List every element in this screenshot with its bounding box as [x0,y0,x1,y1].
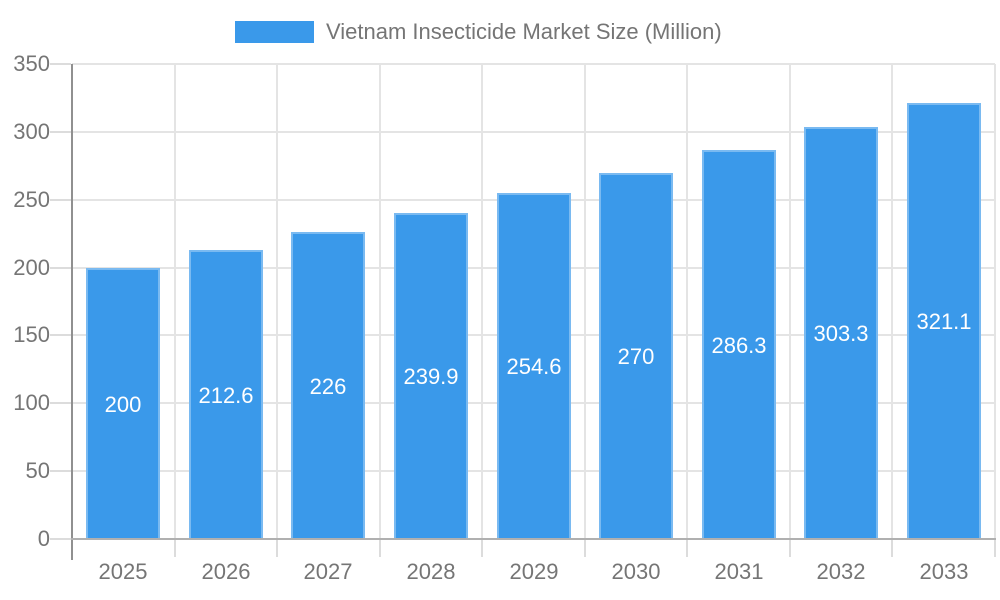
x-tick-label: 2025 [98,559,148,584]
y-tick [50,199,71,201]
v-gridline [891,64,893,539]
bar-value-label: 239.9 [403,364,459,389]
bar[interactable]: 270 [599,173,673,539]
v-gridline [686,64,688,539]
bar[interactable]: 226 [291,232,365,539]
y-tick [50,131,71,133]
bar-value-label: 270 [617,344,655,369]
y-tick [50,334,71,336]
bar-value-label: 303.3 [813,321,869,346]
bar[interactable]: 254.6 [497,193,571,539]
y-tick-label: 350 [13,51,50,76]
v-gridline [379,64,381,539]
x-tick [174,540,176,557]
y-tick-label: 150 [13,322,50,347]
y-axis-line [71,64,73,560]
y-tick-label: 200 [13,255,50,280]
y-tick [50,470,71,472]
y-tick [50,402,71,404]
x-axis-line [71,538,996,540]
x-tick-label: 2027 [303,559,353,584]
x-tick [994,540,996,557]
legend-label: Vietnam Insecticide Market Size (Million… [326,19,722,44]
v-gridline [584,64,586,539]
h-gridline [72,63,995,65]
x-tick-label: 2033 [919,559,969,584]
x-tick-label: 2031 [714,559,764,584]
y-tick-label: 250 [13,187,50,212]
legend[interactable]: Vietnam Insecticide Market Size (Million… [235,21,722,43]
bar-value-label: 226 [309,373,347,399]
bar[interactable]: 212.6 [189,250,263,539]
bar[interactable]: 200 [86,268,160,539]
bar-value-label: 212.6 [198,382,254,408]
h-gridline [72,131,995,133]
bar[interactable]: 239.9 [394,213,468,539]
y-tick-label: 100 [13,390,50,415]
legend-swatch-icon [235,21,314,43]
x-tick-label: 2028 [406,559,456,584]
bar[interactable]: 286.3 [702,150,776,539]
bar-value-label: 200 [104,391,142,417]
v-gridline [789,64,791,539]
x-tick [891,540,893,557]
y-tick-label: 0 [37,526,50,551]
x-tick-label: 2029 [509,559,559,584]
x-tick [584,540,586,557]
bar-value-label: 321.1 [916,309,972,334]
v-gridline [481,64,483,539]
x-tick [276,540,278,557]
bar[interactable]: 303.3 [804,127,878,539]
x-tick [379,540,381,557]
y-tick-label: 300 [13,119,50,144]
y-tick-label: 50 [25,458,50,483]
x-tick-label: 2030 [611,559,661,584]
x-tick [686,540,688,557]
y-tick [50,63,71,65]
bar-value-label: 286.3 [711,332,767,358]
bar[interactable]: 321.1 [907,103,981,539]
y-tick [50,267,71,269]
v-gridline [276,64,278,539]
x-tick [481,540,483,557]
bar-value-label: 254.6 [506,354,562,379]
v-gridline [994,64,996,539]
v-gridline [174,64,176,539]
x-tick-label: 2026 [201,559,251,584]
x-tick [789,540,791,557]
y-tick [50,538,71,540]
x-tick-label: 2032 [816,559,866,584]
